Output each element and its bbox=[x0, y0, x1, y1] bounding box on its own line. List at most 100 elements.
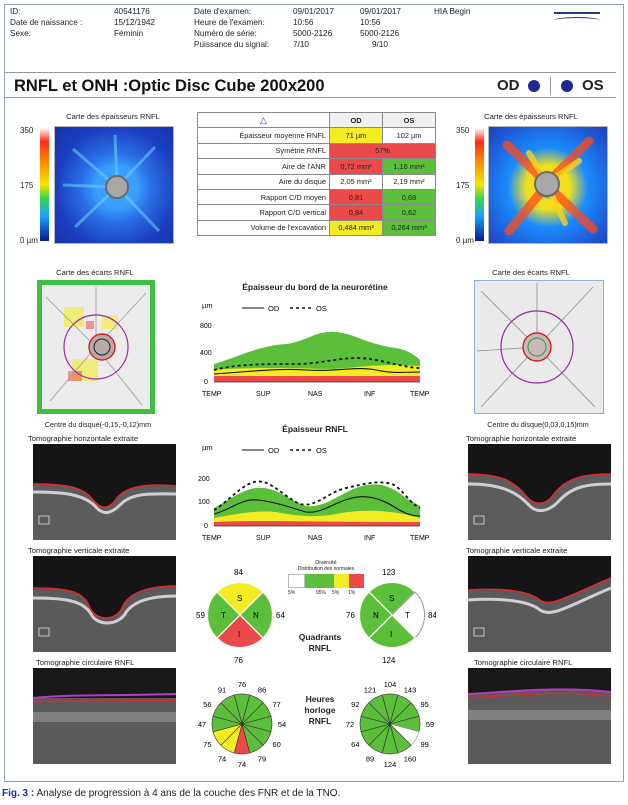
legend-swatch-white bbox=[288, 574, 305, 588]
row-od: 0,72 mm² bbox=[329, 158, 383, 175]
row-label: Rapport C/D moyen bbox=[197, 188, 330, 206]
oct-horizontal-od-image bbox=[33, 444, 176, 540]
exam-date-od: 09/01/2017 bbox=[293, 7, 334, 16]
color-scale-od bbox=[40, 128, 49, 241]
clock-os-value: 104 bbox=[384, 680, 397, 689]
rnfl-ytick-0: 0 bbox=[204, 523, 208, 530]
quadrant-os-n bbox=[358, 591, 393, 639]
row-label: Aire de l'ANR bbox=[197, 158, 330, 175]
quadrant-os-letter-s: S bbox=[389, 594, 394, 603]
rnfl-legend-os: OS bbox=[316, 446, 327, 455]
clock-od-value: 47 bbox=[198, 720, 206, 729]
od-label: OD bbox=[497, 77, 520, 94]
row-od: 0,484 mm³ bbox=[329, 219, 383, 237]
signal-od: 7/10 bbox=[293, 40, 309, 49]
clock-od-value: 74 bbox=[238, 760, 246, 769]
legend-bar bbox=[288, 574, 364, 588]
clock-os-value: 95 bbox=[420, 700, 428, 709]
quadrant-od-letter-t: T bbox=[221, 611, 226, 620]
rnfl-chart: µm OD OS 200 100 0 TEMP SUP NAS INF TEMP bbox=[198, 443, 430, 542]
thickness-map-od-vessels bbox=[62, 134, 161, 233]
rnfl-ytick-200: 200 bbox=[198, 476, 210, 483]
table-header-row: △ OD OS bbox=[197, 111, 436, 129]
rnfl-legend-od: OD bbox=[268, 446, 280, 455]
clock-od-value: 79 bbox=[258, 755, 266, 764]
legend-swatch-yellow bbox=[334, 574, 350, 588]
oct-horizontal-os bbox=[468, 444, 611, 540]
figure-number: Fig. 3 : bbox=[2, 788, 35, 799]
rim-ytick-0: 0 bbox=[204, 379, 208, 386]
row-os: 0,62 bbox=[382, 204, 436, 221]
rnfl-chart-title: Épaisseur RNFL bbox=[282, 424, 348, 434]
quadrant-os-left: 76 bbox=[346, 611, 355, 620]
rnfl-normal-red-band bbox=[214, 521, 420, 526]
row-os: 0,68 bbox=[382, 188, 436, 206]
os-eye-dot bbox=[561, 80, 573, 92]
rim-os-line bbox=[213, 357, 421, 371]
rim-ytick-800: 800 bbox=[200, 323, 212, 330]
quadrant-os-s bbox=[368, 581, 416, 616]
rnfl-os-line bbox=[213, 480, 421, 511]
rim-legend-os: OS bbox=[316, 304, 327, 313]
table-row: Aire du disque 2,05 mm² 2,19 mm² bbox=[197, 173, 436, 190]
clock-od-value: 77 bbox=[272, 700, 280, 709]
id-label: ID: bbox=[10, 7, 21, 16]
oct-vertical-os bbox=[468, 556, 611, 652]
oct-circular-od bbox=[33, 668, 176, 764]
clock-od-value: 56 bbox=[203, 700, 211, 709]
row-od: 0,81 bbox=[329, 188, 383, 206]
exam-date-label: Date d'examen: bbox=[194, 7, 252, 16]
signal-os: 9/10 bbox=[372, 40, 388, 49]
quadrant-od-letter-n: N bbox=[253, 611, 259, 620]
sex-label: Sexe: bbox=[10, 29, 31, 38]
clock-os-value: 89 bbox=[366, 755, 374, 764]
row-label: Symétrie RNFL bbox=[197, 142, 330, 160]
clock-od-value: 76 bbox=[238, 680, 246, 689]
rnfl-od-line bbox=[213, 496, 421, 517]
clock-od-value: 86 bbox=[258, 685, 266, 694]
clock-title-3: RNFL bbox=[308, 716, 332, 726]
normative-legend: Diversité Distribution des normales 5% 9… bbox=[286, 560, 366, 600]
quadrant-os-top: 123 bbox=[382, 568, 396, 577]
quadrants-title-2: RNFL bbox=[308, 643, 332, 653]
row-label: Épaisseur moyenne RNFL bbox=[197, 127, 330, 144]
oct-vertical-os-image bbox=[468, 556, 611, 652]
quadrant-od-t bbox=[206, 591, 241, 639]
quadrant-od-top: 84 bbox=[234, 568, 243, 577]
operator: HIA Begin bbox=[434, 7, 471, 16]
quadrant-os-letter-n: N bbox=[373, 611, 379, 620]
rim-xtick: TEMP bbox=[410, 391, 430, 398]
oct-vertical-od bbox=[33, 556, 176, 652]
thickness-map-title-od: Carte des épaisseurs RNFL bbox=[66, 112, 160, 121]
quadrant-od-letter-i: I bbox=[238, 630, 240, 639]
quadrant-od-s bbox=[216, 581, 264, 616]
rim-normal-red-band bbox=[214, 376, 420, 382]
clock-os-value: 64 bbox=[351, 740, 359, 749]
rnfl-xtick: NAS bbox=[308, 535, 323, 542]
deviation-map-os bbox=[474, 280, 604, 414]
row-od: 0,84 bbox=[329, 204, 383, 221]
scale-bottom-od: 0 µm bbox=[20, 236, 38, 245]
quadrant-os: S T I N bbox=[358, 581, 425, 649]
brand-logo bbox=[554, 12, 600, 26]
rim-legend-od: OD bbox=[268, 304, 280, 313]
oct-vertical-title-os: Tomographie verticale extraite bbox=[466, 546, 568, 555]
table-row: Épaisseur moyenne RNFL 71 µm 102 µm bbox=[197, 127, 436, 144]
oct-horizontal-os-image bbox=[468, 444, 611, 540]
oct-circular-title-od: Tomographie circulaire RNFL bbox=[36, 658, 135, 667]
scale-top-od: 350 bbox=[20, 126, 34, 135]
disc-center-od: Centre du disque(-0,15,-0,12)mm bbox=[44, 420, 152, 429]
oct-circular-od-image bbox=[33, 668, 176, 764]
quadrant-od-letter-s: S bbox=[237, 594, 242, 603]
quadrant-od-left: 59 bbox=[196, 611, 205, 620]
row-os: 0,264 mm³ bbox=[382, 219, 436, 237]
legend-swatch-green bbox=[304, 574, 335, 588]
legend-title: Diversité bbox=[315, 560, 337, 566]
parameters-table: △ OD OS Épaisseur moyenne RNFL 71 µm 102… bbox=[197, 111, 436, 237]
rnfl-xtick: INF bbox=[364, 535, 375, 542]
scale-mid-od: 175 bbox=[20, 181, 34, 190]
deviation-map-os-image bbox=[475, 281, 603, 413]
serial-od: 5000-2126 bbox=[293, 29, 333, 38]
table-row: Symétrie RNFL 57% bbox=[197, 142, 436, 160]
